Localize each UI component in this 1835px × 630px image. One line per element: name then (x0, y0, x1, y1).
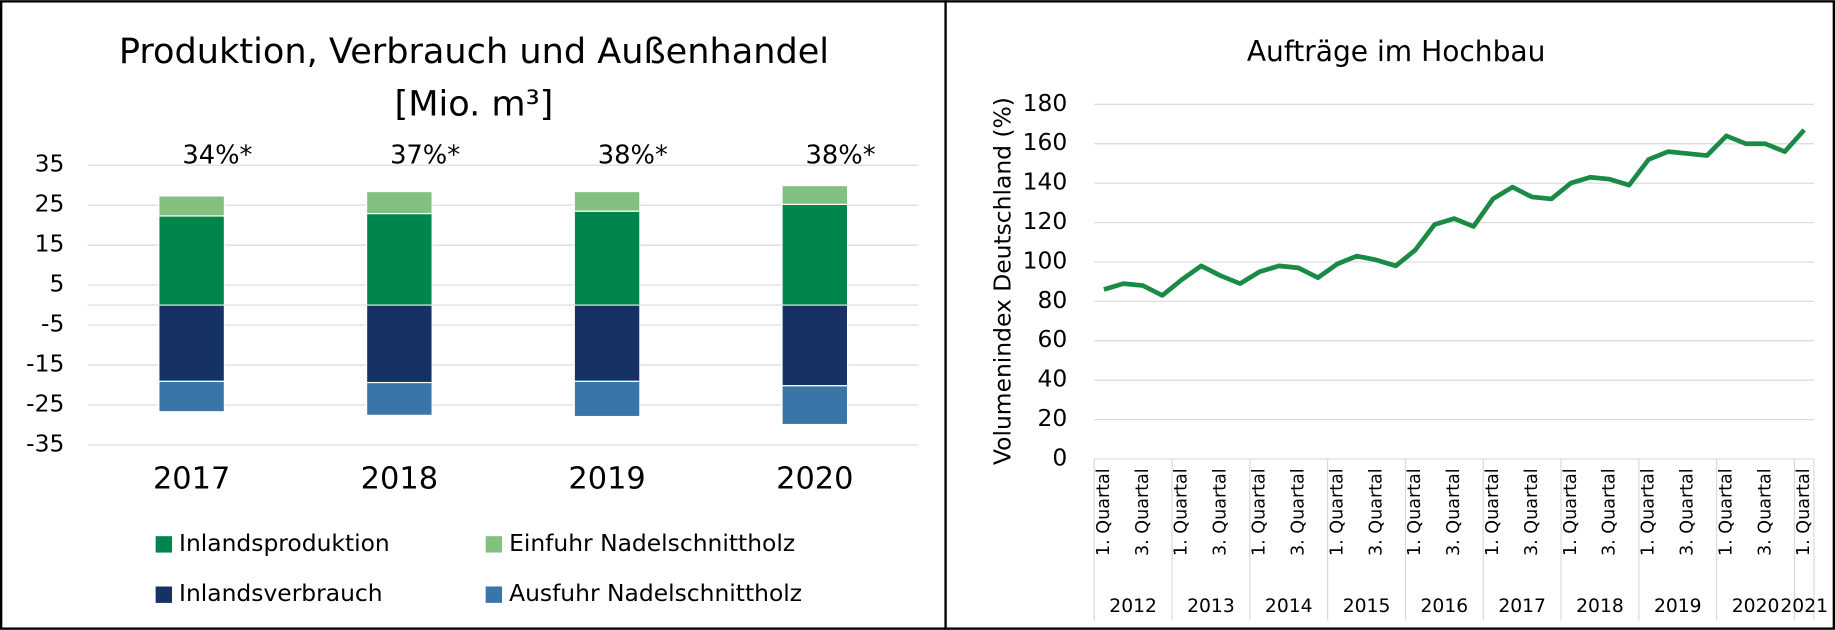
annotation: 37%* (390, 140, 460, 170)
bar-segment (781, 385, 849, 426)
legend-label: Inlandsverbrauch (179, 579, 383, 607)
x-tick-label: 1. Quartal (1561, 468, 1581, 556)
y-tick-label: 80 (1038, 286, 1068, 314)
x-tick-label: 3. Quartal (1677, 468, 1697, 556)
y-tick-label: 15 (35, 230, 65, 258)
chart-title: Aufträge im Hochbau (1247, 35, 1546, 68)
y-tick-label: -35 (26, 429, 64, 457)
y-tick-label: 40 (1038, 365, 1068, 393)
bar-segment (573, 304, 641, 382)
legend-swatch (155, 586, 173, 603)
chart-title: Produktion, Verbrauch und Außenhandel (119, 31, 829, 72)
x-tick-label: 3. Quartal (1366, 468, 1386, 556)
y-axis-label: Volumenindex Deutschland (%) (989, 97, 1017, 465)
group-label: 2017 (1498, 596, 1546, 617)
x-tick-label: 2017 (153, 462, 230, 497)
bar-segment (158, 304, 225, 382)
legend-swatch (485, 586, 503, 603)
x-tick-label: 1. Quartal (1405, 468, 1425, 556)
x-tick-label: 3. Quartal (1522, 468, 1542, 556)
annotation: 38%* (806, 140, 876, 170)
x-tick-label: 1. Quartal (1483, 468, 1503, 556)
y-tick-label: 160 (1023, 128, 1068, 156)
y-tick-label: 20 (1038, 404, 1068, 432)
group-label: 2016 (1421, 596, 1469, 617)
line-series (1103, 128, 1806, 298)
legend-label: Einfuhr Nadelschnittholz (509, 529, 795, 557)
x-tick-label: 3. Quartal (1444, 468, 1464, 556)
x-tick-label: 2019 (568, 462, 645, 497)
y-tick-label: 140 (1023, 168, 1068, 196)
y-tick-label: 5 (49, 270, 64, 298)
legend-swatch (485, 536, 503, 553)
bar-segment (573, 210, 641, 306)
x-tick-label: 1. Quartal (1716, 468, 1736, 556)
y-tick-label: 100 (1023, 246, 1068, 274)
bar-segment (158, 215, 225, 306)
group-label: 2012 (1109, 596, 1157, 617)
bar-segment (158, 380, 225, 413)
bar-segment (781, 304, 849, 387)
x-tick-label: 1. Quartal (1639, 468, 1659, 556)
x-tick-label: 1. Quartal (1172, 468, 1192, 556)
y-tick-label: -15 (26, 349, 64, 377)
group-label: 2021 (1780, 596, 1828, 617)
group-label: 2015 (1343, 596, 1391, 617)
x-tick-label: 2018 (361, 462, 438, 497)
y-tick-label: 120 (1023, 207, 1068, 235)
y-tick-label: 35 (35, 150, 65, 178)
y-tick-label: -5 (41, 310, 64, 338)
group-label: 2019 (1654, 596, 1702, 617)
bar-segment (158, 195, 225, 217)
chart-title: [Mio. m³] (395, 84, 554, 125)
x-tick-label: 3. Quartal (1211, 468, 1231, 556)
legend-label: Ausfuhr Nadelschnittholz (509, 579, 802, 607)
group-label: 2018 (1576, 596, 1624, 617)
x-tick-label: 3. Quartal (1288, 468, 1308, 556)
y-tick-label: 60 (1038, 325, 1068, 353)
group-label: 2013 (1187, 596, 1235, 617)
bar-segment (781, 184, 849, 205)
x-tick-label: 1. Quartal (1094, 468, 1114, 556)
y-tick-label: 25 (35, 190, 65, 218)
x-tick-label: 1. Quartal (1250, 468, 1270, 556)
bar-segment (366, 190, 433, 215)
bar-segment (366, 212, 433, 306)
x-tick-label: 1. Quartal (1794, 468, 1814, 556)
y-tick-label: 0 (1052, 443, 1067, 471)
x-tick-label: 1. Quartal (1327, 468, 1347, 556)
bar-segment (573, 380, 641, 418)
bar-segment (366, 304, 433, 384)
y-tick-label: -25 (26, 389, 64, 417)
group-label: 2014 (1265, 596, 1313, 617)
x-tick-label: 3. Quartal (1600, 468, 1620, 556)
x-tick-label: 2020 (776, 462, 853, 497)
legend-label: Inlandsproduktion (179, 529, 390, 557)
x-tick-label: 3. Quartal (1755, 468, 1775, 556)
bar-segment (366, 381, 433, 416)
annotation: 34%* (182, 140, 252, 170)
y-tick-label: 180 (1023, 89, 1068, 117)
bar-segment (781, 203, 849, 306)
legend-swatch (155, 536, 173, 553)
bar-segment (573, 190, 641, 212)
annotation: 38%* (598, 140, 668, 170)
group-label: 2020 (1732, 596, 1780, 617)
x-tick-label: 3. Quartal (1133, 468, 1153, 556)
